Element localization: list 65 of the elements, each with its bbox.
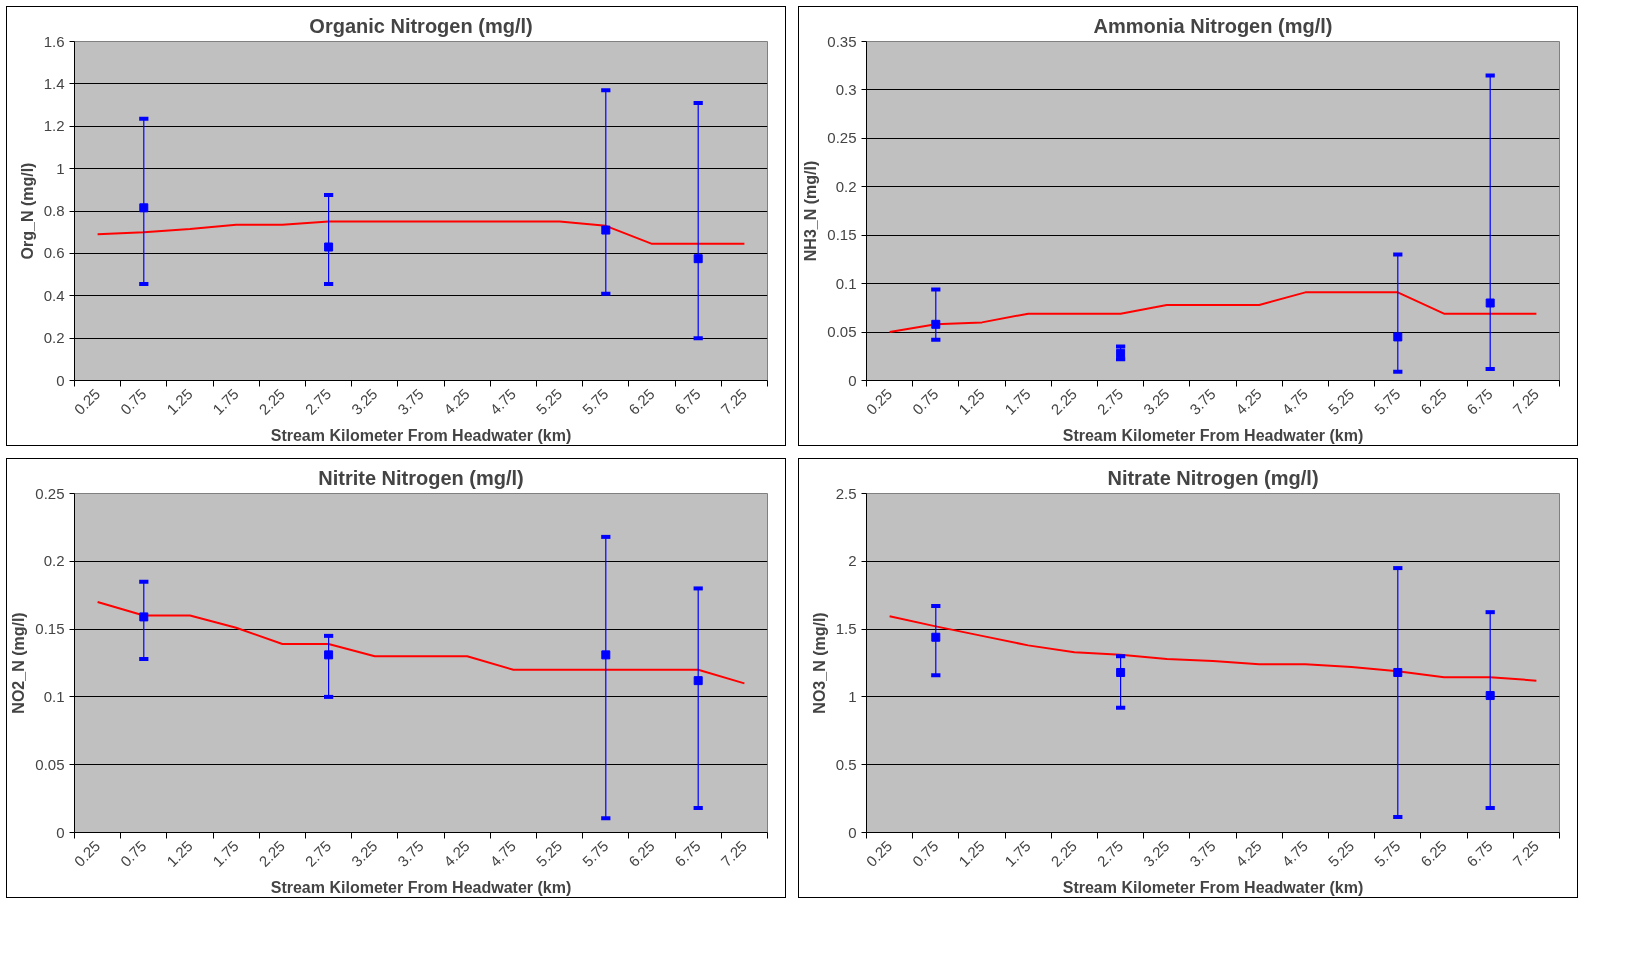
y-axis-title: NO3_N (mg/l): [810, 612, 828, 714]
y-tick-label: 0.35: [827, 32, 857, 50]
y-tick-label: 1.5: [835, 620, 857, 638]
x-tick-label: 6.25: [624, 837, 658, 870]
y-tick-label: 2.5: [835, 484, 857, 502]
x-tick-label: 7.25: [1509, 837, 1543, 870]
y-tick-label: 0.4: [43, 286, 65, 304]
y-tick-label: 0: [848, 823, 857, 841]
x-axis-title: Stream Kilometer From Headwater (km): [1062, 427, 1364, 445]
y-tick-label: 0.05: [827, 323, 857, 341]
x-tick-label: 4.75: [1278, 385, 1312, 418]
y-tick-label: 2: [848, 552, 857, 570]
y-tick-label: 0.25: [35, 484, 65, 502]
x-tick-label: 7.25: [717, 837, 751, 870]
y-tick-label: 0.1: [835, 274, 857, 292]
y-axis-title: Org_N (mg/l): [18, 162, 36, 260]
x-tick-label: 0.75: [116, 837, 150, 870]
chart-title: Organic Nitrogen (mg/l): [309, 14, 533, 37]
y-tick-label: 0.15: [827, 226, 857, 244]
x-tick-label: 6.25: [1416, 385, 1450, 418]
y-tick-label: 0.6: [43, 244, 65, 262]
x-tick-label: 6.75: [1463, 837, 1496, 870]
chart-title: Ammonia Nitrogen (mg/l): [1093, 14, 1333, 37]
y-tick-label: 0.2: [43, 552, 65, 570]
x-tick-label: 6.25: [624, 385, 658, 418]
y-axis-title: NO2_N (mg/l): [10, 612, 28, 714]
x-axis-title: Stream Kilometer From Headwater (km): [1062, 879, 1364, 897]
x-tick-label: 0.75: [908, 385, 942, 418]
y-tick-label: 0.05: [35, 755, 65, 773]
y-tick-label: 0.2: [835, 177, 857, 195]
x-tick-label: 4.75: [1278, 837, 1312, 870]
x-tick-label: 4.25: [1232, 385, 1265, 418]
x-tick-label: 6.25: [1416, 837, 1450, 870]
x-tick-label: 7.25: [1509, 385, 1543, 418]
chart-title: Nitrate Nitrogen (mg/l): [1107, 466, 1319, 489]
x-axis-title: Stream Kilometer From Headwater (km): [270, 879, 572, 897]
x-tick-label: 6.75: [671, 837, 704, 870]
y-tick-label: 0.25: [827, 129, 857, 147]
x-tick-label: 4.25: [440, 385, 473, 418]
y-tick-label: 0.8: [43, 202, 65, 219]
y-tick-label: 0.2: [43, 329, 65, 347]
x-tick-label: 6.75: [1463, 385, 1496, 418]
x-tick-label: 6.75: [671, 385, 704, 418]
x-tick-label: 0.75: [116, 385, 150, 418]
y-axis-title: NH3_N (mg/l): [802, 160, 820, 262]
y-tick-label: 0.1: [43, 687, 65, 705]
x-tick-label: 4.75: [486, 385, 520, 418]
y-tick-label: 1.4: [43, 74, 65, 92]
x-tick-label: 0.75: [908, 837, 942, 870]
y-tick-label: 1: [56, 159, 65, 177]
y-tick-label: 0.15: [35, 620, 65, 638]
chart-title: Nitrite Nitrogen (mg/l): [318, 466, 524, 489]
x-tick-label: 7.25: [717, 385, 751, 418]
x-tick-label: 4.25: [1232, 837, 1265, 870]
y-tick-label: 0: [56, 823, 65, 841]
x-axis-title: Stream Kilometer From Headwater (km): [270, 427, 572, 445]
x-tick-label: 4.75: [486, 837, 520, 870]
x-tick-label: 4.25: [440, 837, 473, 870]
y-tick-label: 0.3: [835, 80, 857, 98]
y-tick-label: 0: [56, 371, 65, 389]
y-tick-label: 1.2: [43, 117, 65, 135]
y-tick-label: 1.6: [43, 32, 65, 50]
y-tick-label: 0: [848, 371, 857, 389]
y-tick-label: 1: [848, 687, 857, 705]
y-tick-label: 0.5: [835, 755, 857, 773]
